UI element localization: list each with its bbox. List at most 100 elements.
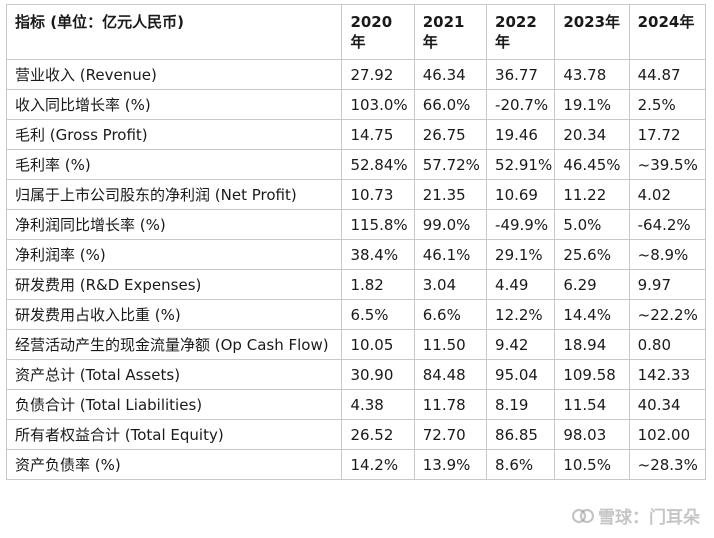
row-label-cell: 毛利率 (%) (5, 149, 343, 180)
value-cell: 98.03 (554, 419, 630, 450)
value-cell: 84.48 (413, 359, 488, 390)
value-cell: 99.0% (413, 209, 488, 240)
value-cell: 26.52 (341, 419, 415, 450)
table-row: 毛利率 (%) 52.84% 57.72% 52.91% 46.45% ~39.5% (5, 149, 707, 180)
value-cell: 43.78 (554, 59, 630, 90)
value-cell: 29.1% (486, 239, 556, 270)
value-cell: 115.8% (341, 209, 415, 240)
row-label-cell: 所有者权益合计 (Total Equity) (5, 419, 343, 450)
value-cell: 11.50 (413, 329, 488, 360)
row-label-cell: 毛利 (Gross Profit) (5, 119, 343, 150)
table-row: 资产总计 (Total Assets) 30.90 84.48 95.04 109.58… (5, 359, 707, 390)
header-year-2024: 2024年 (628, 4, 707, 60)
value-cell: -64.2% (628, 209, 707, 240)
value-cell: 19.1% (554, 89, 630, 120)
value-cell: 9.97 (628, 269, 707, 300)
value-cell: 14.4% (554, 299, 630, 330)
value-cell: 86.85 (486, 419, 556, 450)
value-cell: 109.58 (554, 359, 630, 390)
value-cell: -20.7% (486, 89, 556, 120)
value-cell: 19.46 (486, 119, 556, 150)
table-row: 所有者权益合计 (Total Equity) 26.52 72.70 86.85 98.… (5, 419, 707, 450)
table-row: 净利润同比增长率 (%) 115.8% 99.0% -49.9% 5.0% -64.2% (5, 209, 707, 240)
table-row: 归属于上市公司股东的净利润 (Net Profit) 10.73 21.35 10.6… (5, 179, 707, 210)
value-cell: 13.9% (413, 449, 488, 480)
value-cell: 14.75 (341, 119, 415, 150)
value-cell: 142.33 (628, 359, 707, 390)
value-cell: 3.04 (413, 269, 488, 300)
value-cell: 103.0% (341, 89, 415, 120)
value-cell: 25.6% (554, 239, 630, 270)
value-cell: 10.69 (486, 179, 556, 210)
snowball-logo-icon (572, 506, 594, 526)
value-cell: 46.1% (413, 239, 488, 270)
value-cell: 95.04 (486, 359, 556, 390)
snowball-watermark: 雪球：门耳朵 (572, 503, 700, 528)
value-cell: 6.5% (341, 299, 415, 330)
value-cell: 9.42 (486, 329, 556, 360)
value-cell: 6.29 (554, 269, 630, 300)
row-label-cell: 归属于上市公司股东的净利润 (Net Profit) (5, 179, 343, 210)
watermark-text: 雪球：门耳朵 (598, 508, 700, 528)
header-year-2023: 2023年 (554, 4, 630, 60)
table-header-row: 指标 (单位：亿元人民币) 2020年 2021年 2022年 2023年 20… (5, 4, 707, 60)
value-cell: 1.82 (341, 269, 415, 300)
row-label-cell: 净利润同比增长率 (%) (5, 209, 343, 240)
value-cell: 14.2% (341, 449, 415, 480)
row-label-cell: 负债合计 (Total Liabilities) (5, 389, 343, 420)
value-cell: 102.00 (628, 419, 707, 450)
financial-indicators-table: 指标 (单位：亿元人民币) 2020年 2021年 2022年 2023年 20… (5, 4, 707, 480)
value-cell: 2.5% (628, 89, 707, 120)
table-row: 营业收入 (Revenue) 27.92 46.34 36.77 43.78 44.87 (5, 59, 707, 90)
value-cell: 5.0% (554, 209, 630, 240)
header-year-2021: 2021年 (413, 4, 488, 60)
table-row: 经营活动产生的现金流量净额 (Op Cash Flow) 10.05 11.50 9.… (5, 329, 707, 360)
value-cell: ~22.2% (628, 299, 707, 330)
table-row: 净利润率 (%) 38.4% 46.1% 29.1% 25.6% ~8.9% (5, 239, 707, 270)
value-cell: 10.73 (341, 179, 415, 210)
value-cell: 46.45% (554, 149, 630, 180)
value-cell: 44.87 (628, 59, 707, 90)
value-cell: 4.02 (628, 179, 707, 210)
row-label-cell: 营业收入 (Revenue) (5, 59, 343, 90)
value-cell: 27.92 (341, 59, 415, 90)
table-row: 毛利 (Gross Profit) 14.75 26.75 19.46 20.34 17.… (5, 119, 707, 150)
value-cell: 8.6% (486, 449, 556, 480)
value-cell: 46.34 (413, 59, 488, 90)
value-cell: 57.72% (413, 149, 488, 180)
value-cell: 18.94 (554, 329, 630, 360)
value-cell: 66.0% (413, 89, 488, 120)
value-cell: ~28.3% (628, 449, 707, 480)
value-cell: 10.05 (341, 329, 415, 360)
row-label-cell: 经营活动产生的现金流量净额 (Op Cash Flow) (5, 329, 343, 360)
value-cell: 17.72 (628, 119, 707, 150)
table-row: 研发费用 (R&D Expenses) 1.82 3.04 4.49 6.29 9.97 (5, 269, 707, 300)
value-cell: 12.2% (486, 299, 556, 330)
value-cell: 38.4% (341, 239, 415, 270)
value-cell: 40.34 (628, 389, 707, 420)
table-row: 资产负债率 (%) 14.2% 13.9% 8.6% 10.5% ~28.3% (5, 449, 707, 480)
header-indicator: 指标 (单位：亿元人民币) (5, 4, 343, 60)
value-cell: ~8.9% (628, 239, 707, 270)
table-row: 收入同比增长率 (%) 103.0% 66.0% -20.7% 19.1% 2.5% (5, 89, 707, 120)
value-cell: 20.34 (554, 119, 630, 150)
value-cell: 8.19 (486, 389, 556, 420)
value-cell: 72.70 (413, 419, 488, 450)
header-year-2020: 2020年 (341, 4, 415, 60)
value-cell: 10.5% (554, 449, 630, 480)
row-label-cell: 收入同比增长率 (%) (5, 89, 343, 120)
table-row: 负债合计 (Total Liabilities) 4.38 11.78 8.19 11.… (5, 389, 707, 420)
value-cell: 21.35 (413, 179, 488, 210)
value-cell: 0.80 (628, 329, 707, 360)
value-cell: 6.6% (413, 299, 488, 330)
row-label-cell: 研发费用 (R&D Expenses) (5, 269, 343, 300)
value-cell: 26.75 (413, 119, 488, 150)
table-body: 营业收入 (Revenue) 27.92 46.34 36.77 43.78 44.87 收… (5, 59, 707, 480)
value-cell: 4.38 (341, 389, 415, 420)
value-cell: 4.49 (486, 269, 556, 300)
row-label-cell: 研发费用占收入比重 (%) (5, 299, 343, 330)
table-row: 研发费用占收入比重 (%) 6.5% 6.6% 12.2% 14.4% ~22.2% (5, 299, 707, 330)
row-label-cell: 资产负债率 (%) (5, 449, 343, 480)
value-cell: -49.9% (486, 209, 556, 240)
value-cell: 30.90 (341, 359, 415, 390)
